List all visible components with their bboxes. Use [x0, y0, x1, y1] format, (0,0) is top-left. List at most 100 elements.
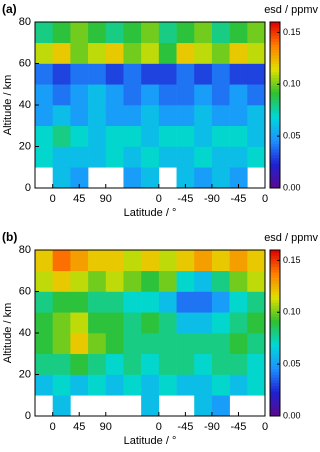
heat-cell [105, 333, 124, 355]
x-tick-label: -45 [231, 421, 247, 433]
colorbar-swatch [270, 38, 280, 42]
heat-cell [105, 63, 124, 85]
heat-cell [52, 333, 71, 355]
heat-cell [123, 312, 142, 334]
heat-cell [52, 250, 71, 272]
colorbar-swatch [270, 182, 280, 186]
heat-cell [123, 167, 142, 189]
heat-cell [158, 333, 177, 355]
heat-cell [194, 63, 213, 85]
y-tick-label: 40 [19, 327, 31, 339]
colorbar-swatch [270, 44, 280, 48]
heat-cell [141, 63, 160, 85]
heat-cell [70, 42, 89, 64]
heat-cell [141, 353, 160, 375]
heat-cell [176, 42, 195, 64]
colorbar-swatch [270, 327, 280, 331]
colorbar-swatch [270, 297, 280, 301]
heat-cell [70, 146, 89, 168]
heat-cell [141, 270, 160, 292]
colorbar-swatch [270, 165, 280, 170]
colorbar-swatch [270, 127, 280, 131]
heat-cell [123, 63, 142, 85]
colorbar-swatch [270, 116, 280, 120]
colorbar-swatch [270, 99, 280, 103]
heat-cell [35, 146, 53, 168]
colorbar-swatch [270, 35, 280, 39]
colorbar-swatch [270, 160, 280, 164]
colorbar-swatch [270, 402, 280, 406]
y-tick-label: 20 [19, 368, 31, 380]
colorbar-swatch [270, 352, 280, 356]
colorbar-swatch [270, 266, 280, 270]
heat-cell [176, 105, 195, 127]
heat-cell [229, 105, 248, 127]
heat-cell [88, 270, 107, 292]
colorbar-swatch [270, 49, 280, 53]
heat-cell [194, 291, 213, 313]
heat-cell [158, 374, 177, 396]
heat-cell [229, 84, 248, 106]
colorbar-swatch [270, 77, 280, 81]
heat-cell [35, 63, 53, 85]
heat-cell [123, 333, 142, 355]
colorbar-swatch [270, 407, 280, 411]
heat-cell [35, 312, 53, 334]
heat-cell [229, 42, 248, 64]
colorbar-swatch [270, 368, 280, 373]
colorbar-swatch [270, 357, 280, 362]
y-tick-label: 0 [25, 182, 31, 194]
heat-cell [88, 333, 107, 355]
colorbar-swatch [270, 152, 280, 156]
colorbar-swatch [270, 360, 280, 364]
colorbar-swatch [270, 349, 280, 353]
y-tick-label: 20 [19, 140, 31, 152]
colorbar-swatch [270, 316, 280, 320]
colorbar-tick-label: 0.15 [283, 255, 301, 265]
colorbar-swatch [270, 118, 280, 122]
heat-cell [88, 84, 107, 106]
colorbar-swatch [270, 258, 280, 262]
heat-cell [88, 374, 107, 396]
heat-cell [52, 84, 71, 106]
colorbar-swatch [270, 363, 280, 367]
heat-cell [247, 312, 266, 334]
heat-cell [88, 42, 107, 64]
heat-cell [141, 42, 160, 64]
heat-cell [211, 84, 230, 106]
colorbar-swatch [270, 299, 280, 303]
heat-cell [247, 291, 266, 313]
heat-cell [176, 22, 195, 44]
heat-cell [176, 353, 195, 375]
heat-cell [247, 84, 266, 106]
heat-cell [158, 42, 177, 64]
panel-label: (b) [2, 230, 17, 244]
colorbar-swatch [270, 176, 280, 181]
heat-cell [194, 395, 213, 417]
colorbar-swatch [270, 146, 280, 150]
heat-cell [105, 250, 124, 272]
heat-cell [176, 125, 195, 147]
colorbar-swatch [270, 55, 280, 59]
colorbar-label: esd / ppmv [264, 4, 318, 16]
colorbar-swatch [270, 105, 280, 109]
heat-cell [158, 270, 177, 292]
colorbar-swatch [270, 140, 280, 145]
y-tick-label: 80 [19, 16, 31, 28]
x-tick-label: 0 [156, 421, 162, 433]
colorbar-swatch [270, 285, 280, 290]
colorbar-swatch [270, 121, 280, 125]
heat-cell [123, 22, 142, 44]
colorbar-swatch [270, 60, 280, 64]
colorbar-swatch [270, 57, 280, 62]
heat-cell [70, 22, 89, 44]
heat-cell [70, 270, 89, 292]
heat-cell [211, 250, 230, 272]
colorbar-tick-label: 0.05 [283, 131, 301, 141]
heat-cell [194, 146, 213, 168]
heat-cell [247, 374, 266, 396]
heat-cell [176, 291, 195, 313]
heat-cell [35, 374, 53, 396]
heat-cell [70, 353, 89, 375]
colorbar-swatch [270, 171, 280, 175]
